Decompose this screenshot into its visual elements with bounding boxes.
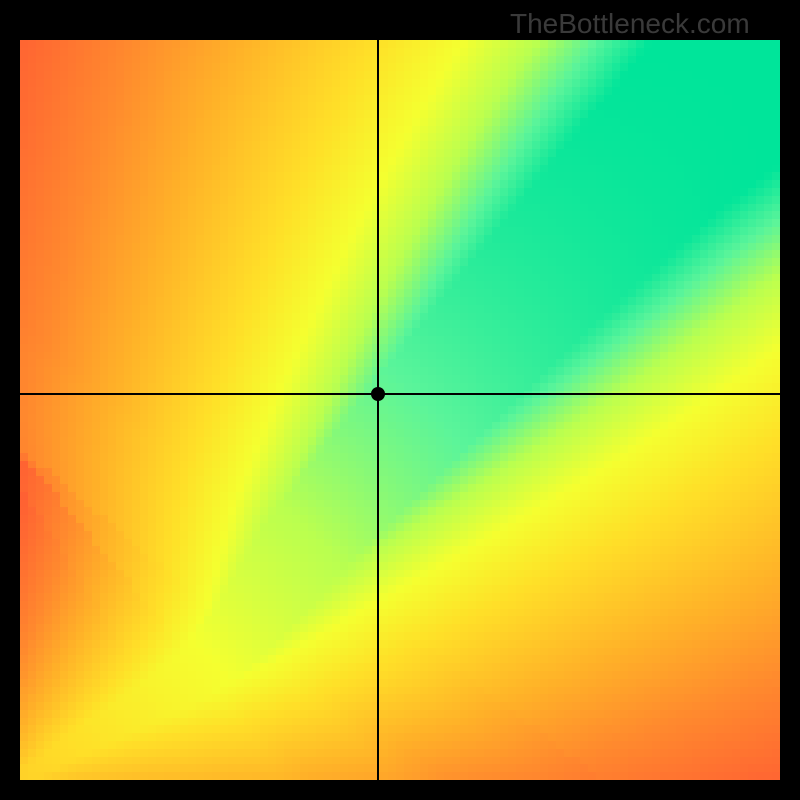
bottleneck-heatmap (20, 40, 780, 780)
crosshair-marker (371, 387, 385, 401)
watermark-text: TheBottleneck.com (510, 8, 750, 40)
crosshair-horizontal (20, 393, 780, 395)
crosshair-vertical (377, 40, 379, 780)
